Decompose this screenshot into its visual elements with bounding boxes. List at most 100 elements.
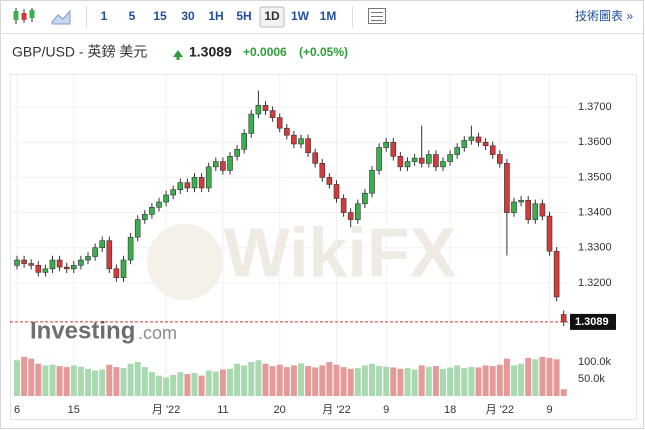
last-price-label: 1.3089 [575,316,609,328]
volume-bar [347,368,354,396]
candle-body [539,203,546,217]
plot-frame [10,74,637,420]
candle-body [35,265,42,273]
volume-bar [92,370,99,396]
volume-bar [298,363,304,396]
candle-icon[interactable] [13,8,35,24]
candle-body [404,161,411,168]
volume-bar [546,357,553,396]
candle-body [397,156,404,168]
volume-bar [482,365,489,396]
candle-body [376,147,382,171]
volume-bar [248,362,255,396]
candle-body [340,198,347,213]
candle-body [241,133,247,150]
x-tick-label: 9 [546,404,552,416]
interval-button[interactable]: 1D [264,9,280,23]
volume-bar [85,368,91,396]
volume-bar [511,365,517,396]
tech-chart-link[interactable]: 技術圖表 » [575,9,633,23]
volume-tick-label: 50.0k [578,373,605,385]
volume-bar [383,366,390,396]
interval-button[interactable]: 1 [101,9,108,23]
volume-bar [440,368,446,396]
candle-body [418,157,425,164]
watermark: WikiFX [224,213,457,291]
candle-body [213,161,219,168]
candle-body [461,140,468,148]
volume-bar [21,356,28,396]
volume-bar [14,360,20,396]
candle-body [283,127,290,136]
volume-bar [397,368,404,396]
volume-tick-label: 100.0k [578,356,612,368]
interval-button[interactable]: 15 [153,9,167,23]
candle-body [262,105,269,111]
candle-body [142,214,148,220]
candle-body [354,203,361,220]
candle-body [28,263,35,266]
volume-bar [269,366,276,396]
volume-bar [227,368,233,396]
volume-bar [361,365,368,396]
interval-button[interactable]: 1H [208,9,223,23]
watermark-emblem [147,224,223,300]
y-tick-label: 1.3500 [578,171,612,183]
volume-bar [432,366,439,396]
volume-bar [198,375,205,396]
logo-com: .com [138,323,177,343]
candle-body [234,148,240,157]
volume-bar [283,367,290,396]
candle-body [518,199,524,203]
candle-body [504,163,510,213]
candle-body [21,259,27,264]
interval-button[interactable]: 5 [129,9,136,23]
interval-button[interactable]: 5H [236,9,251,23]
change: +0.0006 [243,45,287,59]
interval-button[interactable]: 1W [291,9,310,23]
candle-body [127,236,134,261]
volume-bar [49,364,56,396]
candle-body [298,138,304,145]
volume-bar [489,366,496,396]
y-tick-label: 1.3600 [578,136,612,148]
candle-body [85,256,91,261]
interval-button[interactable]: 1M [320,9,337,23]
volume-bar [532,359,539,396]
candle-body [546,215,553,252]
volume-bar [418,365,425,396]
volume-bar [425,366,432,396]
volume-bar [290,365,297,396]
candle-body [71,265,77,270]
candle-body [291,134,297,145]
volume-bar [234,363,241,396]
volume-bar [319,365,326,396]
volume-bar [255,360,262,396]
candle-body [156,201,162,208]
candle-body [106,240,113,270]
volume-bar [141,367,148,396]
volume-bar [56,366,63,396]
candle-body [191,177,198,189]
volume-bar [127,363,134,396]
x-tick-label: 月 '22 [322,404,350,416]
interval-button[interactable]: 30 [181,9,195,23]
settings-icon[interactable] [368,8,386,24]
candle-body [440,161,446,168]
candle-body [276,117,283,129]
candle-body [475,136,482,143]
volume-bar [77,366,84,396]
volume-bar [475,367,482,396]
volume-bar [276,364,283,396]
candle-body [305,138,311,154]
volume-bar [326,362,333,396]
volume-bar [205,370,212,396]
area-icon[interactable] [51,9,71,25]
y-tick-label: 1.3400 [578,206,612,218]
volume-bar [148,372,155,396]
candle-body [49,259,56,270]
candle-body [113,268,120,278]
x-tick-label: 月 '22 [152,404,180,416]
candle-body [134,219,141,238]
